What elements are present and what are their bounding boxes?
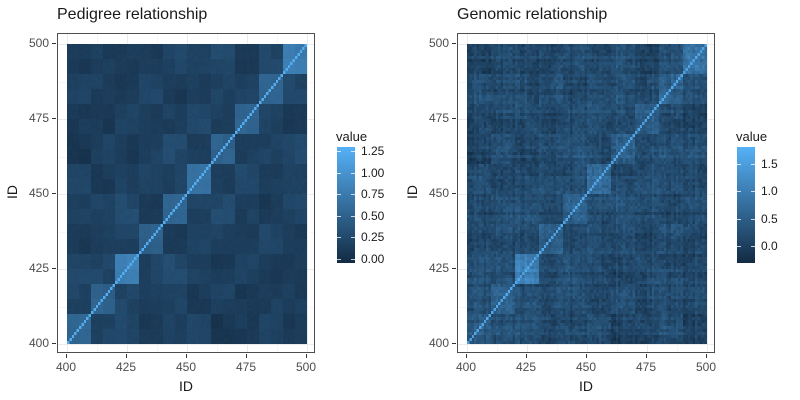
legend-tick-label: 1.25	[361, 144, 385, 159]
plot-genomic-relationship: Genomic relationship 400 425 450 475 500 400…	[400, 0, 800, 400]
legend-tick	[351, 151, 355, 153]
legend-tick-label: 1.0	[761, 184, 778, 199]
x-tick-label: 425	[515, 360, 537, 374]
x-tick-label: 400	[55, 360, 77, 374]
legend-tick	[351, 215, 355, 217]
legend-tick	[337, 215, 341, 217]
y-axis-tick	[452, 118, 456, 119]
x-axis-tick	[186, 354, 187, 358]
pedigree-heatmap-canvas	[67, 44, 307, 344]
x-tick-label: 475	[635, 360, 657, 374]
x-tick-label: 500	[695, 360, 717, 374]
plot-pedigree-relationship: Pedigree relationship 400 425 450 475 500 40…	[4, 6, 385, 394]
x-axis-tick	[466, 354, 467, 358]
legend-tick	[737, 191, 741, 193]
x-axis-tick	[646, 354, 647, 358]
x-axis-tick	[246, 354, 247, 358]
legend-tick-label: 1.00	[361, 165, 385, 180]
legend-tick	[751, 191, 755, 193]
gridline	[307, 34, 308, 352]
legend-tick	[751, 163, 755, 165]
y-axis-tick	[452, 343, 456, 344]
legend-tick-label: 0.75	[361, 187, 385, 202]
legend-tick	[337, 258, 341, 260]
y-tick-label: 475	[28, 111, 49, 125]
heatmap-panel	[457, 33, 715, 353]
legend-colorbar	[737, 147, 755, 263]
legend-tick	[737, 246, 741, 248]
gridline	[458, 344, 714, 345]
legend-tick	[351, 237, 355, 239]
y-axis-tick	[452, 193, 456, 194]
legend-tick	[751, 218, 755, 220]
x-tick-label: 425	[115, 360, 137, 374]
x-tick-label: 450	[175, 360, 197, 374]
y-axis-tick	[52, 118, 56, 119]
x-axis-tick	[706, 354, 707, 358]
legend-colorbar	[337, 147, 355, 263]
y-tick-label: 425	[28, 261, 49, 275]
heatmap-panel	[57, 33, 315, 353]
x-tick-label: 400	[455, 360, 477, 374]
x-axis-tick	[526, 354, 527, 358]
legend-tick-label: 0.25	[361, 230, 385, 245]
legend-tick	[737, 218, 741, 220]
x-axis-tick	[66, 354, 67, 358]
legend-tick	[737, 163, 741, 165]
x-tick-label: 475	[235, 360, 257, 374]
gridline	[707, 34, 708, 352]
y-axis-tick	[52, 343, 56, 344]
legend-tick	[337, 237, 341, 239]
x-axis-title: ID	[579, 378, 593, 394]
y-tick-label: 400	[28, 336, 49, 350]
legend-tick-label: 0.00	[361, 251, 385, 266]
legend-tick	[337, 151, 341, 153]
x-axis-tick	[306, 354, 307, 358]
x-axis-title: ID	[179, 378, 193, 394]
y-axis-tick	[452, 268, 456, 269]
y-tick-label: 500	[28, 36, 49, 50]
legend-tick-label: 1.5	[761, 156, 778, 171]
legend-tick-label: 0.5	[761, 211, 778, 226]
x-axis-tick	[586, 354, 587, 358]
x-tick-label: 500	[295, 360, 317, 374]
genomic-heatmap-canvas	[467, 44, 707, 344]
y-tick-label: 425	[428, 261, 449, 275]
legend-title: value	[336, 129, 368, 144]
legend-tick	[351, 194, 355, 196]
x-tick-label: 450	[575, 360, 597, 374]
y-tick-label: 475	[428, 111, 449, 125]
legend-tick	[751, 246, 755, 248]
y-tick-label: 450	[28, 186, 49, 200]
y-axis-tick	[452, 43, 456, 44]
y-axis-tick	[52, 193, 56, 194]
y-axis-title: ID	[4, 185, 20, 199]
legend-tick	[337, 194, 341, 196]
plot-title: Genomic relationship	[457, 6, 608, 23]
x-axis-tick	[126, 354, 127, 358]
y-tick-label: 450	[428, 186, 449, 200]
legend-tick-label: 0.50	[361, 208, 385, 223]
y-tick-label: 500	[428, 36, 449, 50]
y-axis-title: ID	[404, 185, 420, 199]
legend-title: value	[736, 129, 768, 144]
legend-tick	[337, 172, 341, 174]
y-axis-tick	[52, 268, 56, 269]
legend-tick	[351, 258, 355, 260]
legend-tick	[351, 172, 355, 174]
y-axis-tick	[52, 43, 56, 44]
gridline	[58, 344, 314, 345]
legend-tick-label: 0.0	[761, 239, 778, 254]
plot-title: Pedigree relationship	[57, 6, 208, 23]
y-tick-label: 400	[428, 336, 449, 350]
